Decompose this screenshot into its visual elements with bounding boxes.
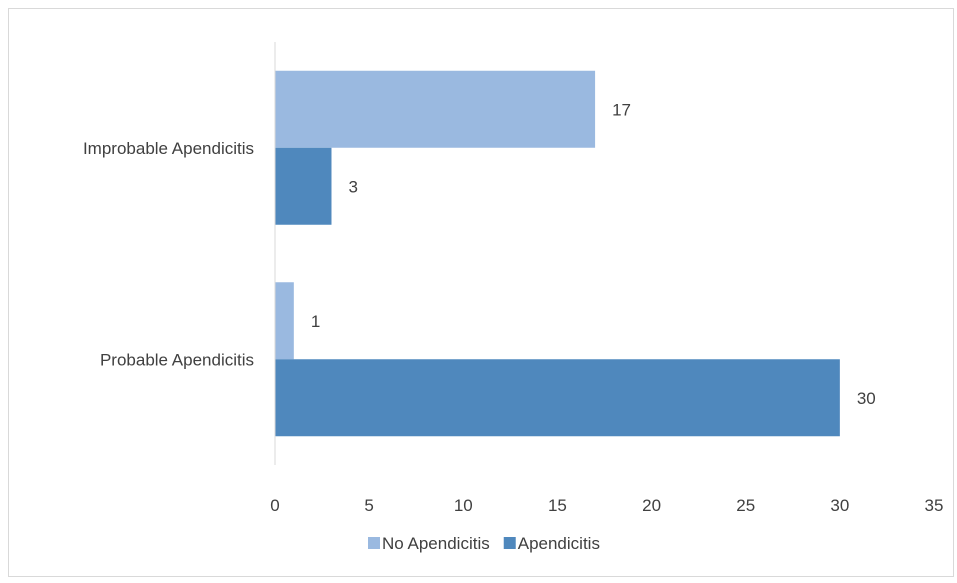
bar-chart: 17 3 1 30 Improbable Apendicitis Probable Ap… [83, 42, 943, 553]
tick-label: 30 [830, 496, 849, 515]
data-label: 1 [311, 312, 320, 331]
legend-label: No Apendicitis [382, 534, 490, 553]
tick-labels-group: 0 5 10 15 20 25 30 35 [270, 496, 943, 515]
bar [275, 282, 294, 360]
tick-label: 5 [364, 496, 373, 515]
legend-swatch [368, 537, 380, 549]
data-label: 17 [612, 100, 631, 119]
data-label: 30 [857, 389, 876, 408]
bar [275, 147, 332, 225]
chart-frame: 17 3 1 30 Improbable Apendicitis Probable Ap… [8, 8, 954, 577]
category-labels-group: Improbable Apendicitis Probable Apendicit… [83, 139, 254, 370]
data-labels-group: 17 3 1 30 [311, 100, 876, 408]
category-label: Probable Apendicitis [100, 350, 254, 369]
legend-label: Apendicitis [518, 534, 600, 553]
data-label: 3 [348, 177, 357, 196]
tick-label: 35 [925, 496, 944, 515]
bars-group [275, 70, 840, 437]
bar [275, 70, 596, 148]
category-label: Improbable Apendicitis [83, 139, 254, 158]
legend-swatch [503, 537, 516, 549]
tick-label: 10 [454, 496, 473, 515]
tick-label: 0 [270, 496, 279, 515]
bar [275, 359, 840, 437]
legend: No Apendicitis Apendicitis [368, 534, 600, 553]
tick-label: 15 [548, 496, 567, 515]
tick-label: 20 [642, 496, 661, 515]
tick-label: 25 [736, 496, 755, 515]
